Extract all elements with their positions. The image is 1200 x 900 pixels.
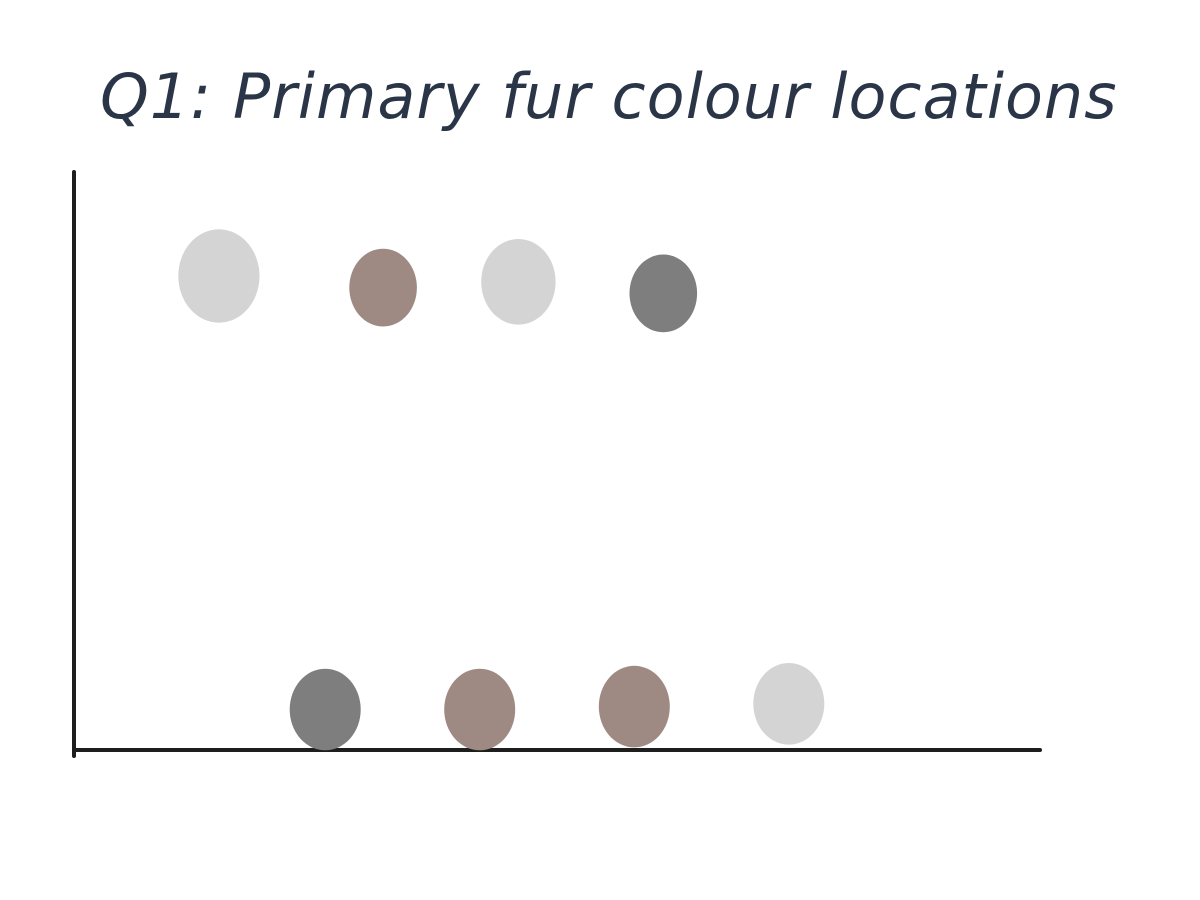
data-point-2: [349, 248, 417, 327]
data-point-5: [289, 668, 361, 751]
data-point-8: [753, 663, 825, 745]
data-point-7: [598, 665, 670, 748]
data-point-1: [178, 229, 260, 323]
data-point-6: [444, 668, 516, 751]
data-points: [178, 229, 825, 751]
chart-title: Q1: Primary fur colour locations: [100, 60, 1118, 133]
data-point-3: [481, 238, 556, 325]
data-point-4: [629, 254, 698, 333]
